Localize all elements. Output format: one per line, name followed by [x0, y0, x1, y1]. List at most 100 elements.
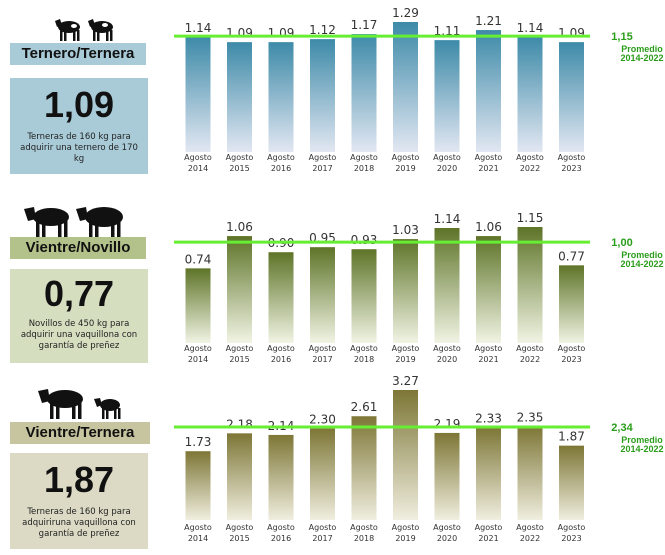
bar-7 [476, 427, 501, 520]
tick-label-9: Agosto 2023 [558, 344, 586, 364]
tick-label-1: Agosto 2015 [226, 344, 254, 364]
data-label-0: 1.14 [185, 21, 212, 35]
data-label-8: 1.15 [517, 211, 544, 225]
tick-label-5: Agosto 2019 [392, 153, 420, 173]
bar-2 [268, 252, 294, 343]
tick-label-5: Agosto 2019 [392, 344, 420, 364]
bar-1 [227, 236, 252, 343]
bar-8 [517, 227, 543, 343]
panel-vientre-ternera: Vientre/Ternera 1,87 Terneras de 160 kg … [0, 374, 665, 555]
bar-chart-ternero-ternera: 1.14 Agosto 2014 1.09 Agosto 2015 1.09 Agosto 20… [174, 6, 664, 173]
average-label: Promedio 2014-2022 [620, 250, 663, 269]
bar-2 [268, 42, 294, 152]
average-label: Promedio 2014-2022 [620, 44, 663, 63]
bar-3 [310, 247, 335, 343]
ratio-box-vientre-novillo: 0,77 Novillos de 450 kg para adquirir un… [10, 269, 148, 363]
tick-label-1: Agosto 2015 [226, 153, 254, 173]
tick-label-3: Agosto 2017 [309, 523, 337, 543]
banner-vientre-novillo: Vientre/Novillo [10, 237, 146, 259]
bar-4 [351, 249, 377, 343]
data-label-3: 1.12 [309, 23, 336, 37]
tick-label-8: Agosto 2022 [516, 153, 544, 173]
tick-label-8: Agosto 2022 [516, 523, 544, 543]
tick-label-2: Agosto 2016 [267, 344, 295, 364]
data-label-5: 3.27 [392, 374, 419, 388]
data-label-6: 1.14 [434, 212, 461, 226]
data-label-7: 1.06 [475, 220, 502, 234]
ratio-value: 1,87 [43, 459, 115, 500]
data-label-9: 0.77 [558, 249, 585, 263]
average-value: 2,34 [611, 422, 633, 434]
data-label-9: 1.87 [558, 430, 585, 444]
data-label-0: 1.73 [185, 435, 212, 449]
tick-label-4: Agosto 2018 [350, 153, 378, 173]
average-value: 1,15 [611, 31, 632, 43]
bar-6 [434, 432, 460, 520]
average-label: Promedio 2014-2022 [620, 435, 663, 454]
data-label-4: 2.61 [351, 400, 378, 414]
data-label-5: 1.29 [392, 6, 419, 20]
data-label-3: 2.30 [309, 413, 336, 427]
bar-2 [268, 434, 294, 520]
data-label-7: 1.21 [475, 14, 502, 28]
data-label-9: 1.09 [558, 26, 585, 40]
panel-vientre-novillo: Vientre/Novillo 0,77 Novillos de 450 kg … [0, 185, 665, 375]
bar-1 [227, 433, 252, 520]
ratio-value: 0,77 [43, 273, 115, 314]
bar-9 [559, 265, 584, 343]
tick-label-2: Agosto 2016 [267, 523, 295, 543]
tick-label-0: Agosto 2014 [184, 344, 212, 364]
tick-label-8: Agosto 2022 [516, 344, 544, 364]
ratio-box-ternero-ternera: 1,09 Terneras de 160 kg para adquirir un… [10, 78, 148, 174]
tick-label-7: Agosto 2021 [475, 153, 503, 173]
tick-label-0: Agosto 2014 [184, 523, 212, 543]
bar-5 [393, 390, 418, 520]
tick-label-9: Agosto 2023 [558, 523, 586, 543]
tick-label-9: Agosto 2023 [558, 153, 586, 173]
bar-0 [185, 451, 211, 520]
bar-0 [185, 37, 211, 152]
tick-label-6: Agosto 2020 [433, 523, 461, 543]
tick-label-0: Agosto 2014 [184, 153, 212, 173]
ratio-value: 1,09 [43, 84, 115, 125]
tick-label-6: Agosto 2020 [433, 344, 461, 364]
bar-chart-vientre-ternera: 1.73Agosto20142.18Agosto20152.14Agosto20… [174, 374, 664, 543]
tick-label-5: Agosto 2019 [392, 523, 420, 543]
bar-7 [476, 30, 501, 153]
bar-1 [227, 42, 252, 152]
data-label-2: 1.09 [268, 26, 295, 40]
bar-9 [559, 445, 584, 520]
tick-label-3: Agosto 2017 [309, 344, 337, 364]
tick-label-2: Agosto 2016 [267, 153, 295, 173]
bar-8 [517, 426, 543, 520]
average-value: 1,00 [611, 237, 632, 249]
ratio-box-vientre-ternera: 1,87 Terneras de 160 kg para adquiriruna… [10, 453, 148, 549]
bar-4 [351, 416, 377, 520]
banner-ternero-ternera: Ternero/Ternera [10, 43, 146, 65]
tick-label-6: Agosto 2020 [433, 153, 461, 173]
bar-6 [434, 228, 460, 343]
tick-label-3: Agosto 2017 [309, 153, 337, 173]
data-label-7: 2.33 [475, 411, 502, 425]
tick-label-7: Agosto 2021 [475, 523, 503, 543]
data-label-6: 2.19 [434, 417, 461, 431]
bar-0 [185, 268, 211, 343]
tick-label-4: Agosto 2018 [350, 523, 378, 543]
two-calves-icon [55, 19, 113, 41]
data-label-1: 1.09 [226, 26, 253, 40]
bar-5 [393, 22, 418, 152]
data-label-0: 0.74 [185, 252, 212, 266]
panel-ternero-ternera: Ternero/Ternera 1,09 Terneras de 160 kg … [0, 0, 665, 185]
data-label-1: 2.18 [226, 417, 253, 431]
data-label-4: 0.93 [351, 233, 378, 247]
banner-vientre-ternera: Vientre/Ternera [10, 422, 150, 444]
data-label-8: 1.14 [517, 21, 544, 35]
bar-9 [559, 42, 584, 152]
tick-label-4: Agosto 2018 [350, 344, 378, 364]
bar-3 [310, 428, 335, 520]
bar-4 [351, 34, 377, 153]
data-label-5: 1.03 [392, 223, 419, 237]
tick-label-7: Agosto 2021 [475, 344, 503, 364]
bar-6 [434, 40, 460, 152]
bar-chart-vientre-novillo: 0.74Agosto20141.06Agosto20150.90Agosto20… [174, 211, 664, 364]
